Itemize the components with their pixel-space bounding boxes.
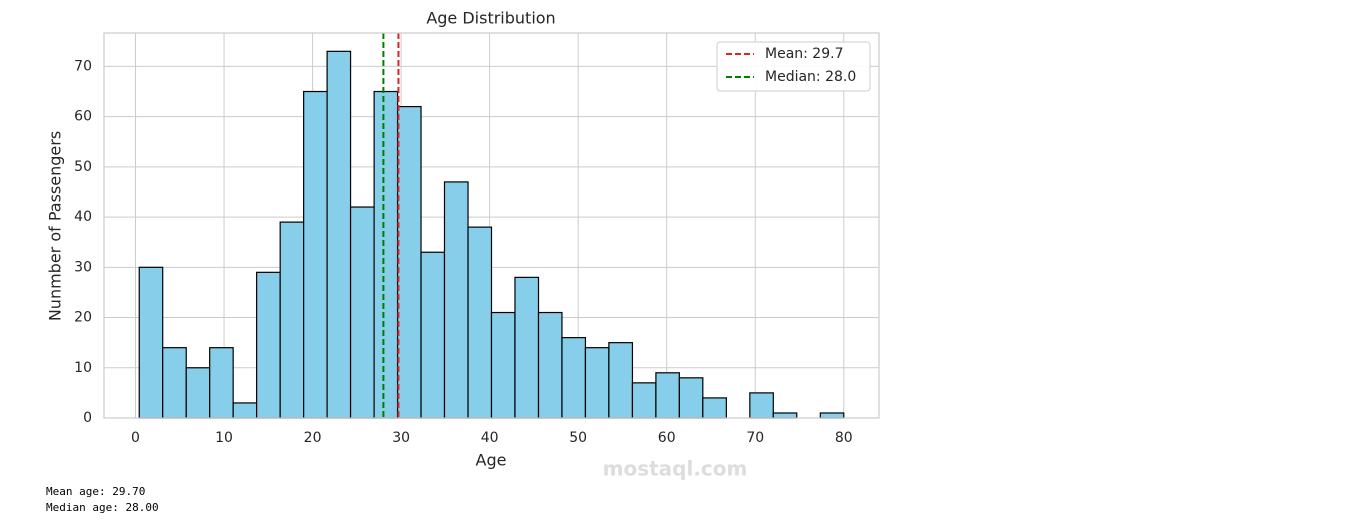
bar [749,392,774,419]
bar [608,342,634,419]
bar [631,382,657,419]
x-tick-label: 10 [215,430,233,446]
x-axis-label: Age [476,451,507,470]
bar [443,181,469,419]
y-tick-label: 20 [74,310,92,326]
bar [209,347,234,419]
plot-frame [103,32,880,419]
y-tick-label: 60 [74,109,92,125]
output-line: Mean age: 29.70 [46,485,146,498]
output-line: Median age: 28.00 [46,501,159,514]
bar [420,251,446,419]
y-tick-label: 70 [74,58,92,74]
y-axis-label: Nunmber of Passengers [46,131,65,321]
bar [678,377,704,419]
x-tick-label: 50 [569,430,587,446]
chart: Age Distribution Age Nunmber of Passenge… [46,9,880,481]
bar [162,347,187,419]
bar [537,311,563,419]
x-tick-label: 80 [835,430,853,446]
bar [232,402,258,419]
y-tick-label: 0 [83,410,92,426]
y-tick-label: 40 [74,209,92,225]
bar [373,90,399,419]
y-tick-label: 10 [74,360,92,376]
legend-label: Mean: 29.7 [765,46,843,62]
y-tick-label: 50 [74,159,92,175]
x-tick-label: 30 [392,430,410,446]
bar [561,337,587,419]
bar [256,271,281,419]
bar [138,266,164,419]
bar [303,90,328,419]
bar [349,206,375,419]
watermark: mostaql.com [603,457,748,481]
bar [702,397,727,419]
bar [819,412,845,419]
bar [655,372,680,419]
x-tick-label: 70 [746,430,764,446]
x-tick-label: 40 [481,430,499,446]
bar [490,311,516,419]
bar [396,105,422,419]
bar [279,221,305,419]
bar [514,276,540,419]
bar [584,347,610,419]
x-tick-label: 0 [131,430,140,446]
x-tick-label: 20 [304,430,322,446]
legend-label: Median: 28.0 [765,69,856,85]
bar [772,412,798,419]
y-tick-label: 30 [74,259,92,275]
bar [467,226,493,419]
bar [185,367,211,419]
legend-box [716,41,871,92]
x-tick-label: 60 [658,430,676,446]
chart-title: Age Distribution [426,9,555,28]
bar [326,50,352,419]
